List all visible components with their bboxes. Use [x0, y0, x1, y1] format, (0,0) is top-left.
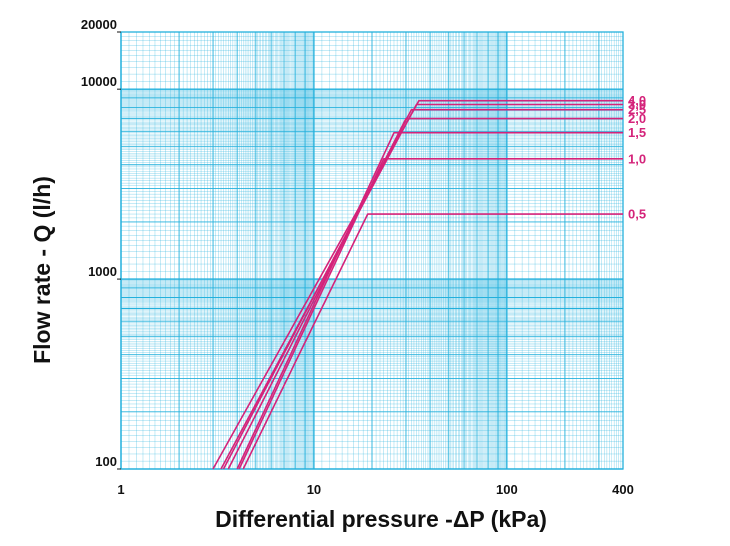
x-tick-label: 400	[612, 482, 634, 497]
series-line-2-0	[227, 117, 623, 470]
series-label-1-0: 1,0	[628, 151, 646, 166]
x-tick-label: 1	[117, 482, 124, 497]
series-label-4-0: 4,0	[628, 93, 646, 108]
series-label-2-5: 2,5	[628, 102, 646, 117]
plot-frame	[120, 31, 624, 470]
series-line-4-0	[212, 99, 623, 470]
series-lines	[212, 99, 623, 470]
series-line-0-5	[242, 213, 623, 470]
series-label-2-0: 2,0	[628, 111, 646, 126]
series-line-2-5	[222, 108, 623, 470]
y-tick-label: 100	[95, 454, 117, 469]
x-tick-label: 10	[307, 482, 321, 497]
series-line-1-0	[238, 158, 623, 470]
series-label-1-5: 1,5	[628, 125, 646, 140]
y-tick-labels: 100 1000 10000 20000	[81, 17, 117, 469]
series-labels: 4,03,02,52,01,5 1,0 0,5	[628, 93, 646, 221]
y-tick-label: 10000	[81, 74, 117, 89]
series-label-0-5: 0,5	[628, 207, 646, 222]
y-tick-label: 20000	[81, 17, 117, 32]
y-tick-label: 1000	[88, 264, 117, 279]
major-grid	[117, 31, 624, 470]
y-axis-title: Flow rate - Q (l/h)	[29, 176, 55, 364]
series-line-1-5	[236, 131, 623, 470]
x-axis-title: Differential pressure -ΔP (kPa)	[215, 506, 547, 532]
series-label-3-0: 3,0	[628, 97, 646, 112]
x-tick-labels: 1 10 100 400	[117, 482, 633, 497]
x-tick-label: 100	[496, 482, 518, 497]
